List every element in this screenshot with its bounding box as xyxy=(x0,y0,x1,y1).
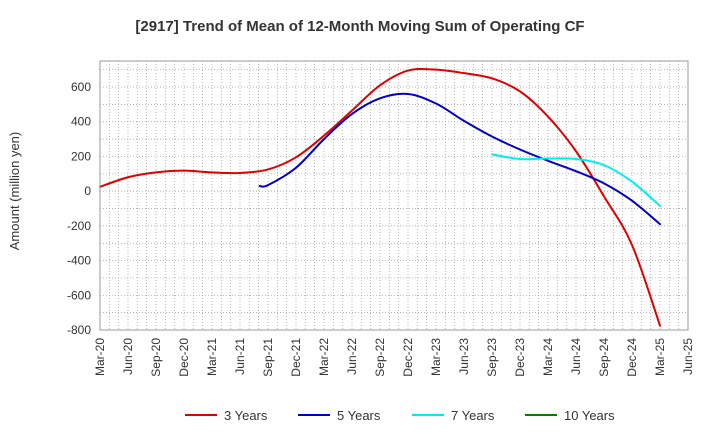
y-tick-label: 0 xyxy=(84,184,91,198)
x-tick-label: Mar-25 xyxy=(653,338,667,376)
x-tick-label: Dec-21 xyxy=(289,338,303,377)
y-axis-label: Amount (million yen) xyxy=(7,132,22,251)
x-tick-label: Dec-23 xyxy=(513,338,527,377)
x-tick-label: Dec-22 xyxy=(401,338,415,377)
x-tick-label: Mar-23 xyxy=(429,338,443,376)
x-tick-label: Jun-20 xyxy=(121,338,135,375)
series-group xyxy=(99,67,661,327)
y-tick-label: -800 xyxy=(67,323,91,337)
legend-label-7-years: 7 Years xyxy=(451,408,495,423)
legend-label-5-years: 5 Years xyxy=(337,408,381,423)
x-tick-label: Sep-23 xyxy=(485,338,499,377)
y-tick-label: 600 xyxy=(71,80,91,94)
x-tick-label: Sep-24 xyxy=(597,338,611,377)
legend: 3 Years 5 Years 7 Years 10 Years xyxy=(185,408,615,423)
x-tick-label: Mar-24 xyxy=(541,338,555,376)
x-tick-label: Jun-21 xyxy=(233,338,247,375)
x-tick-label: Jun-23 xyxy=(457,338,471,375)
x-tick-label: Jun-25 xyxy=(681,338,695,375)
series-line-3-years xyxy=(99,67,661,327)
y-tick-label: -200 xyxy=(67,219,91,233)
plot-frame xyxy=(99,60,689,331)
y-tick-label: -400 xyxy=(67,254,91,268)
x-tick-labels: Mar-20 Jun-20 Sep-20 Dec-20 Mar-21 Jun-21 Sep-… xyxy=(93,338,695,377)
series-line-7-years xyxy=(491,153,661,207)
legend-label-10-years: 10 Years xyxy=(564,408,615,423)
legend-label-3-years: 3 Years xyxy=(224,408,268,423)
grid xyxy=(99,61,689,331)
y-tick-label: 400 xyxy=(71,115,91,129)
x-tick-label: Dec-20 xyxy=(177,338,191,377)
x-tick-label: Jun-22 xyxy=(345,338,359,375)
series-line-5-years xyxy=(258,92,661,226)
x-tick-label: Sep-20 xyxy=(149,338,163,377)
x-tick-label: Jun-24 xyxy=(569,338,583,375)
chart-title: [2917] Trend of Mean of 12-Month Moving … xyxy=(135,18,584,35)
x-tick-label: Sep-21 xyxy=(261,338,275,377)
x-tick-label: Mar-20 xyxy=(93,338,107,376)
y-tick-label: 200 xyxy=(71,149,91,163)
x-tick-label: Mar-22 xyxy=(317,338,331,376)
x-tick-label: Dec-24 xyxy=(625,338,639,377)
x-tick-label: Sep-22 xyxy=(373,338,387,377)
y-tick-labels: 600 400 200 0 -200 -400 -600 -800 xyxy=(67,80,91,337)
x-tick-label: Mar-21 xyxy=(205,338,219,376)
y-tick-label: -600 xyxy=(67,288,91,302)
